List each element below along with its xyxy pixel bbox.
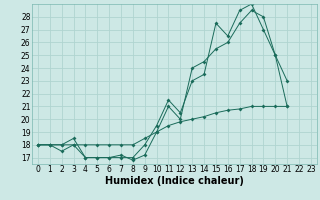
X-axis label: Humidex (Indice chaleur): Humidex (Indice chaleur) bbox=[105, 176, 244, 186]
